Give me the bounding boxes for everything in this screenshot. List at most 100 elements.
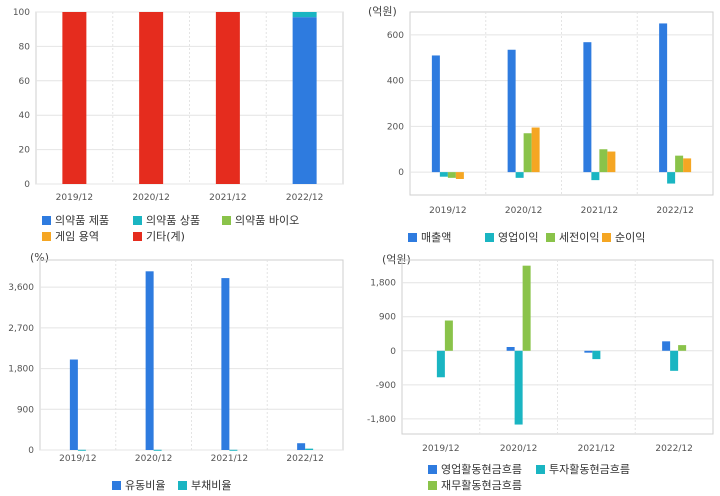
legend-item: 투자활동현금흐름 (536, 462, 630, 477)
x-tick-label: 2019/12 (429, 206, 466, 216)
y-tick-label: 0 (390, 347, 396, 357)
bar (77, 449, 86, 451)
legend-item: 게임 용역 (42, 229, 99, 244)
legend-swatch (222, 216, 231, 225)
legend-swatch (428, 465, 437, 474)
bar (62, 12, 87, 184)
legend-item: 매출액 (408, 230, 451, 245)
bar (229, 449, 238, 451)
bar (659, 23, 668, 173)
bar (515, 172, 524, 178)
bar (292, 12, 317, 18)
bar (584, 350, 593, 353)
plot-frame (409, 11, 714, 196)
y-tick-label: 900 (17, 405, 34, 415)
x-tick-label: 2022/12 (655, 444, 692, 454)
bar (670, 350, 679, 371)
bar (439, 172, 448, 177)
x-tick-label: 2019/12 (422, 444, 459, 454)
legend-label: 부채비율 (191, 479, 232, 492)
legend-swatch (428, 481, 437, 490)
legend-item: 영업이익 (485, 230, 538, 245)
y-tick-label: 0 (398, 168, 404, 178)
y-tick-label: 0 (28, 446, 34, 456)
legend-swatch (178, 481, 187, 490)
legend-swatch (42, 232, 51, 241)
legend-label: 의약품 바이오 (235, 214, 300, 227)
bar (447, 172, 456, 178)
bar (215, 12, 240, 184)
x-tick-label: 2019/12 (56, 193, 93, 203)
x-tick-label: 2022/12 (656, 206, 693, 216)
legend-label: 세전이익 (559, 231, 600, 244)
legend-label: 매출액 (421, 231, 452, 244)
bar (145, 271, 154, 450)
bar (153, 449, 162, 451)
legend-swatch (602, 233, 611, 242)
y-tick-label: 20 (19, 146, 31, 156)
y-tick-label: 40 (19, 111, 31, 121)
bar (531, 127, 540, 173)
y-tick-label: 60 (19, 77, 31, 87)
x-tick-label: 2020/12 (135, 454, 172, 464)
x-tick-label: 2021/12 (581, 206, 618, 216)
bar (431, 55, 440, 173)
legend-label: 영업활동현금흐름 (441, 463, 522, 476)
legend-item: 유동비율 (112, 478, 165, 493)
unit-label: (%) (30, 251, 50, 264)
bar (683, 158, 692, 173)
legend-swatch (133, 232, 142, 241)
y-tick-label: 2,700 (8, 324, 34, 334)
chart-panel-cashflow: (억원) -1,800 -900 0 900 1,800 2019/12 2020/12 20… (360, 248, 720, 496)
legend-swatch (408, 233, 417, 242)
y-tick-label: 3,600 (8, 283, 34, 293)
y-tick-label: 1,800 (370, 279, 396, 289)
x-tick-label: 2022/12 (286, 454, 323, 464)
legend-label: 영업이익 (498, 231, 539, 244)
bar (592, 350, 601, 360)
x-tick-label: 2020/12 (505, 206, 542, 216)
legend-item: 순이익 (602, 230, 645, 245)
legend-swatch (485, 233, 494, 242)
x-tick-label: 2020/12 (500, 444, 537, 454)
legend-label: 유동비율 (125, 479, 166, 492)
legend-label: 기타(계) (146, 230, 185, 243)
chart-panel-income: (억원) 0 200 400 600 2019/12 2020/12 2021/12 2022… (360, 0, 720, 248)
legend-swatch (546, 233, 555, 242)
bar (514, 350, 523, 425)
chart-panel-sales-composition: 0 20 40 60 80 100 2019/12 2020/12 2021/12 2022/12… (0, 0, 360, 248)
bar (607, 151, 616, 173)
y-tick-label: 600 (387, 31, 404, 41)
y-tick-label: 1,800 (8, 365, 34, 375)
bar (305, 448, 314, 450)
bar (667, 172, 676, 184)
legend-swatch (133, 216, 142, 225)
y-tick-label: 80 (19, 42, 31, 52)
y-tick-label: 900 (379, 313, 396, 323)
legend-label: 의약품 상품 (146, 214, 201, 227)
bar (436, 350, 445, 378)
bar (583, 42, 592, 173)
chart-sales-composition: 0 20 40 60 80 100 2019/12 2020/12 2021/12 2022/12 (13, 8, 344, 203)
chart-cashflow: -1,800 -900 0 900 1,800 2019/12 2020/12 2021/12… (367, 259, 714, 454)
y-tick-label: -900 (376, 381, 397, 391)
legend-label: 의약품 제품 (55, 214, 110, 227)
chart-income: 0 200 400 600 2019/12 2020/12 2021/12 2022/12 (387, 11, 714, 216)
x-tick-label: 2020/12 (132, 193, 169, 203)
bar (455, 172, 464, 179)
legend-item: 의약품 바이오 (222, 213, 299, 228)
legend-item: 의약품 상품 (133, 213, 200, 228)
bar (675, 155, 684, 173)
legend-item: 영업활동현금흐름 (428, 462, 522, 477)
bar (297, 443, 306, 450)
x-tick-label: 2021/12 (578, 444, 615, 454)
legend-item: 부채비율 (178, 478, 231, 493)
bar (444, 320, 453, 351)
legend-item: 기타(계) (133, 229, 185, 244)
bar (523, 133, 532, 173)
unit-label: (억원) (368, 5, 397, 18)
bar (507, 49, 516, 173)
bar (522, 265, 531, 351)
y-tick-label: 0 (24, 180, 30, 190)
x-tick-label: 2021/12 (209, 193, 246, 203)
